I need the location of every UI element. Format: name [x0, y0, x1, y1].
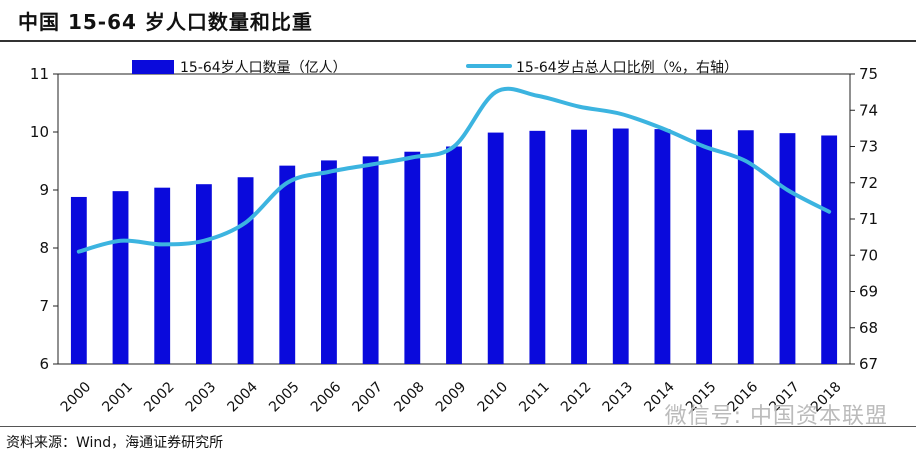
bar [321, 160, 337, 364]
bar [404, 151, 421, 364]
y-left-tick-label: 9 [39, 181, 49, 199]
x-tick-label: 2002 [141, 379, 178, 416]
bar [696, 129, 713, 364]
x-tick-label: 2005 [266, 379, 303, 416]
bar [779, 133, 796, 364]
bar [154, 187, 171, 364]
legend-swatch-bars [132, 60, 174, 74]
bar [362, 156, 379, 364]
y-left-tick-label: 11 [30, 65, 49, 83]
y-left-tick-label: 7 [39, 297, 49, 315]
y-right-tick-label: 68 [859, 319, 878, 337]
x-tick-label: 2012 [558, 379, 595, 416]
x-tick-label: 2001 [99, 379, 136, 416]
y-left-tick-label: 8 [39, 239, 49, 257]
y-right-tick-label: 70 [859, 246, 878, 264]
y-right-tick-label: 72 [859, 174, 878, 192]
y-left-tick-label: 10 [30, 123, 49, 141]
chart-title: 中国 15-64 岁人口数量和比重 [18, 10, 313, 34]
legend-label-line: 15-64岁占总人口比例（%，右轴） [516, 60, 738, 76]
source-note: 资料来源：Wind，海通证券研究所 [6, 435, 224, 451]
x-tick-label: 2011 [516, 379, 553, 416]
title-divider [0, 40, 916, 42]
bar [195, 184, 212, 364]
bar [571, 129, 587, 364]
x-tick-label: 2006 [308, 379, 345, 416]
legend-label-bars: 15-64岁人口数量（亿人） [180, 60, 347, 76]
y-right-tick-label: 67 [859, 355, 878, 373]
bar [237, 177, 254, 364]
x-tick-label: 2007 [350, 379, 387, 416]
bar [487, 132, 504, 364]
x-tick-label: 2013 [600, 379, 637, 416]
bar [821, 135, 838, 364]
y-right-tick-label: 73 [859, 138, 878, 156]
x-tick-label: 2000 [58, 379, 95, 416]
bar [70, 196, 87, 364]
watermark: 微信号: 中国资本联盟 [664, 404, 888, 429]
x-tick-label: 2008 [391, 379, 428, 416]
bar [112, 191, 129, 364]
x-tick-label: 2010 [475, 379, 512, 416]
bar [612, 128, 629, 364]
bar [279, 165, 296, 364]
source-divider [0, 426, 916, 427]
y-right-tick-label: 69 [859, 283, 878, 301]
bar [446, 146, 462, 364]
y-left-tick-label: 6 [39, 355, 49, 373]
bar [737, 130, 754, 364]
bar [654, 129, 671, 364]
x-tick-label: 2004 [224, 379, 261, 416]
y-right-tick-label: 71 [859, 210, 878, 228]
y-right-tick-label: 75 [859, 65, 878, 83]
y-right-tick-label: 74 [859, 101, 878, 119]
x-tick-label: 2009 [433, 379, 470, 416]
bar [529, 130, 546, 364]
x-tick-label: 2003 [183, 379, 220, 416]
